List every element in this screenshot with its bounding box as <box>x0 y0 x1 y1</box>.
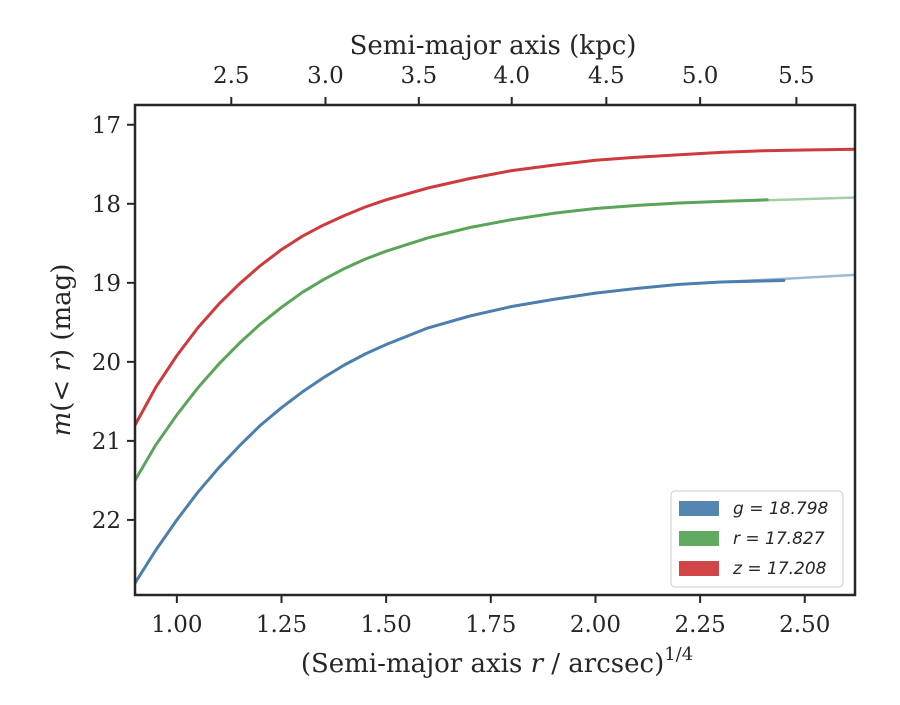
y-axis-title-lt-r: < r <box>47 358 77 402</box>
legend-label-g: g = 18.798 <box>733 499 829 519</box>
y-axis-title-paren: ( <box>47 402 77 412</box>
y-tick-label: 21 <box>92 429 121 455</box>
top-tick-label: 5.5 <box>778 63 815 89</box>
x-axis-title-exponent: 1/4 <box>664 644 693 665</box>
x-axis-title: (Semi-major axis r / arcsec)1/4 <box>301 644 693 679</box>
legend-swatch-r <box>679 531 719 546</box>
top-tick-label: 5.0 <box>682 63 719 89</box>
x-tick-label: 1.00 <box>151 612 202 638</box>
ticks-layer: 1.00 1.25 1.50 1.75 2.00 2.25 2.50 17 18 19 20 21 22… <box>92 63 831 638</box>
y-tick-label: 20 <box>92 350 121 376</box>
top-axis-title: Semi-major axis (kpc) <box>350 31 637 61</box>
series-z-line <box>135 147 855 427</box>
legend: g = 18.798 r = 17.827 z = 17.208 <box>670 490 844 588</box>
series-g-line <box>135 279 786 585</box>
series-layer <box>135 147 855 585</box>
x-tick-label: 1.25 <box>256 612 307 638</box>
y-tick-label: 19 <box>92 271 121 297</box>
series-r-line <box>135 198 769 482</box>
y-axis-title: m(< r) (mag) <box>47 264 77 437</box>
y-tick-label: 18 <box>92 192 121 218</box>
y-axis-title-unit: ) (mag) <box>47 264 77 360</box>
x-tick-label: 1.50 <box>361 612 412 638</box>
x-axis-title-italic: r <box>531 649 545 679</box>
legend-swatch-g <box>679 501 719 516</box>
x-tick-label: 2.50 <box>779 612 830 638</box>
legend-label-r: r = 17.827 <box>733 529 825 549</box>
y-tick-label: 22 <box>92 508 121 534</box>
y-tick-label: 17 <box>92 113 121 139</box>
legend-swatch-z <box>679 561 719 576</box>
x-tick-label: 2.00 <box>570 612 621 638</box>
top-tick-label: 4.5 <box>588 63 625 89</box>
y-axis-title-m: m <box>47 412 77 437</box>
x-axis-title-part2: / arcsec) <box>543 649 664 679</box>
plot-frame <box>133 103 857 597</box>
top-tick-label: 3.5 <box>401 63 438 89</box>
legend-label-z: z = 17.208 <box>732 559 827 579</box>
top-tick-label: 2.5 <box>213 63 250 89</box>
x-axis-title-part1: (Semi-major axis <box>301 649 531 679</box>
x-tick-label: 2.25 <box>675 612 726 638</box>
top-tick-label: 4.0 <box>493 63 530 89</box>
x-tick-label: 1.75 <box>465 612 516 638</box>
top-tick-label: 3.0 <box>307 63 344 89</box>
